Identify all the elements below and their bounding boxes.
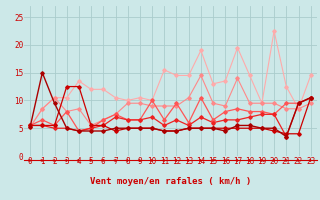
X-axis label: Vent moyen/en rafales ( km/h ): Vent moyen/en rafales ( km/h ): [90, 177, 251, 186]
